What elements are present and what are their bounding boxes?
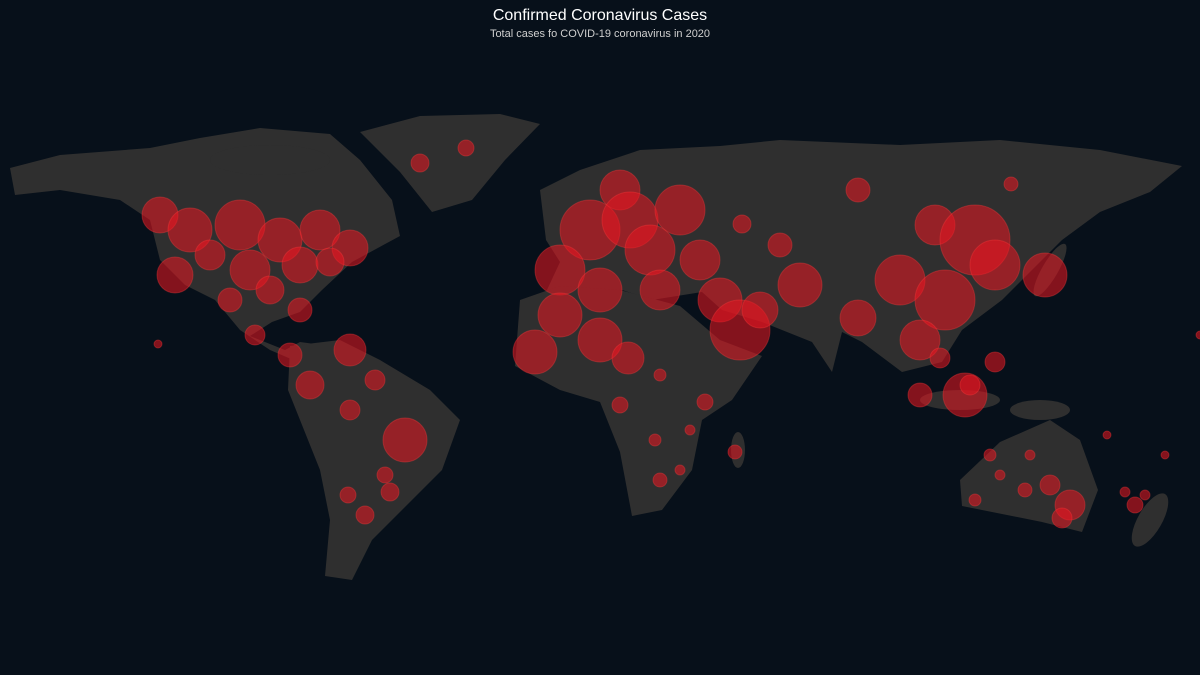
case-bubble [984, 351, 1006, 373]
case-bubble [611, 341, 645, 375]
case-bubble [1017, 482, 1033, 498]
case-bubble [1139, 489, 1151, 501]
case-bubble [727, 444, 743, 460]
case-bubble [577, 317, 623, 363]
case-bubble [611, 396, 629, 414]
case-bubble [741, 291, 779, 329]
case-bubble [652, 472, 668, 488]
case-bubble [674, 464, 686, 476]
case-bubble [1024, 449, 1036, 461]
case-bubble [255, 275, 285, 305]
case-bubble [907, 382, 933, 408]
case-bubble [376, 466, 394, 484]
case-bubble [777, 262, 823, 308]
case-bubble [277, 342, 303, 368]
case-bubble [156, 256, 194, 294]
case-bubble [845, 177, 871, 203]
case-bubble [229, 249, 271, 291]
case-bubble [382, 417, 428, 463]
case-bubble [512, 329, 558, 375]
case-bubble [839, 299, 877, 337]
case-bubble [410, 153, 430, 173]
case-bubble [732, 214, 752, 234]
case-bubble [684, 424, 696, 436]
case-bubble [696, 393, 714, 411]
case-bubble [194, 239, 226, 271]
case-bubble [639, 269, 681, 311]
case-bubble [1102, 430, 1112, 440]
case-bubble [679, 239, 721, 281]
case-bubble [959, 374, 981, 396]
case-bubble [299, 209, 341, 251]
case-bubble [1022, 252, 1068, 298]
case-bubble [244, 324, 266, 346]
case-bubble [355, 505, 375, 525]
case-bubble [929, 347, 951, 369]
case-bubble [339, 399, 361, 421]
new-guinea [1010, 400, 1070, 420]
case-bubble [994, 469, 1006, 481]
case-bubble [537, 292, 583, 338]
new-zealand [1131, 493, 1169, 547]
greenland [360, 114, 540, 212]
case-bubble [534, 244, 586, 296]
case-bubble [295, 370, 325, 400]
case-bubble [457, 139, 475, 157]
case-bubble [1003, 176, 1019, 192]
case-bubble [214, 199, 266, 251]
case-bubble [767, 232, 793, 258]
case-bubble [153, 339, 163, 349]
case-bubble [167, 207, 213, 253]
case-bubble [287, 297, 313, 323]
africa [515, 286, 762, 516]
case-bubble [1119, 486, 1131, 498]
case-bubble [1160, 450, 1170, 460]
case-bubble [654, 184, 706, 236]
case-bubble [1126, 496, 1144, 514]
case-bubble [217, 287, 243, 313]
case-bubble [969, 239, 1021, 291]
case-bubble [624, 224, 676, 276]
title: Confirmed Coronavirus Cases [493, 7, 707, 24]
arctic-islands [210, 145, 330, 175]
south-america [288, 340, 460, 580]
case-bubble [653, 368, 667, 382]
case-bubble [983, 448, 997, 462]
case-bubble [899, 319, 941, 361]
bubbles [141, 139, 1200, 529]
subtitle: Total cases fo COVID-19 coronavirus in 2… [490, 28, 710, 40]
case-bubble [281, 246, 319, 284]
case-bubble [380, 482, 400, 502]
case-bubble [577, 267, 623, 313]
case-bubble [914, 269, 976, 331]
case-bubble [1051, 507, 1073, 529]
case-bubble [1195, 330, 1200, 340]
case-bubble [648, 433, 662, 447]
case-bubble [315, 247, 345, 277]
case-bubble [364, 369, 386, 391]
case-bubble [968, 493, 982, 507]
case-bubble [339, 486, 357, 504]
case-bubble [1039, 474, 1061, 496]
case-bubble [333, 333, 367, 367]
